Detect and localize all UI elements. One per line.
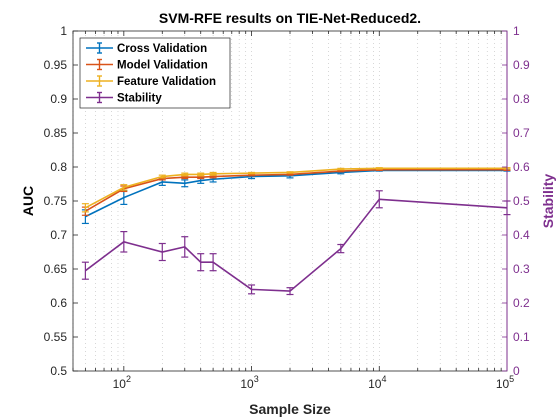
- legend-item-model-validation: [86, 58, 113, 71]
- y-axis-label: AUC: [20, 186, 36, 216]
- legend-label: Cross Validation: [117, 43, 207, 55]
- legend-item-feature-validation: [86, 75, 113, 87]
- y2-tick-label: 0.7: [513, 126, 530, 140]
- y2-axis-label: Stability: [540, 174, 556, 229]
- chart-title: SVM-RFE results on TIE-Net-Reduced2.: [159, 10, 421, 26]
- y-tick-label: 1: [60, 24, 67, 38]
- x-tick-label: 104: [368, 374, 386, 391]
- x-tick-label: 105: [496, 374, 514, 391]
- legend-label: Model Validation: [117, 60, 208, 72]
- y2-tick-label: 0.8: [513, 92, 530, 106]
- legend-box: [79, 37, 231, 109]
- y-tick-label: 0.7: [50, 228, 67, 242]
- legend-item-stability: [86, 91, 113, 104]
- y2-tick-label: 0.6: [513, 160, 530, 174]
- y2-tick-label: 0.2: [513, 296, 530, 310]
- legend-items: Cross Validation Model Validation Feature …: [86, 42, 216, 105]
- y-tick-label: 0.75: [44, 194, 68, 208]
- y2-tick-label: 0.4: [513, 228, 530, 242]
- legend-label: Feature Validation: [117, 76, 216, 88]
- y2-tick-label: 0: [513, 364, 520, 378]
- y-tick-label: 0.8: [50, 160, 67, 174]
- y2-tick-label: 0.3: [513, 262, 530, 276]
- y-tick-label: 0.95: [44, 58, 68, 72]
- y2-tick-label: 0.1: [513, 330, 530, 344]
- y-tick-label: 0.9: [50, 92, 67, 106]
- y-tick-label: 0.65: [44, 262, 68, 276]
- y2-tick-label: 1: [513, 24, 520, 38]
- legend-item-cross-validation: [86, 42, 113, 54]
- legend-label: Stability: [117, 93, 162, 105]
- y-tick-label: 0.55: [44, 330, 68, 344]
- y-tick-label: 0.5: [50, 364, 67, 378]
- y-tick-label: 0.85: [44, 126, 68, 140]
- axes: 102 103 104 105 0.5 0.55 0.6 0.65 0.7 0.75 0.8 0.85…: [44, 24, 530, 391]
- y-tick-label: 0.6: [50, 296, 67, 310]
- x-tick-label: 102: [113, 374, 131, 391]
- legend: Cross Validation Model Validation Feature …: [79, 37, 231, 109]
- y2-tick-label: 0.9: [513, 58, 530, 72]
- x-tick-label: 103: [240, 374, 258, 391]
- y2-tick-label: 0.5: [513, 194, 530, 208]
- x-axis-label: Sample Size: [249, 401, 331, 417]
